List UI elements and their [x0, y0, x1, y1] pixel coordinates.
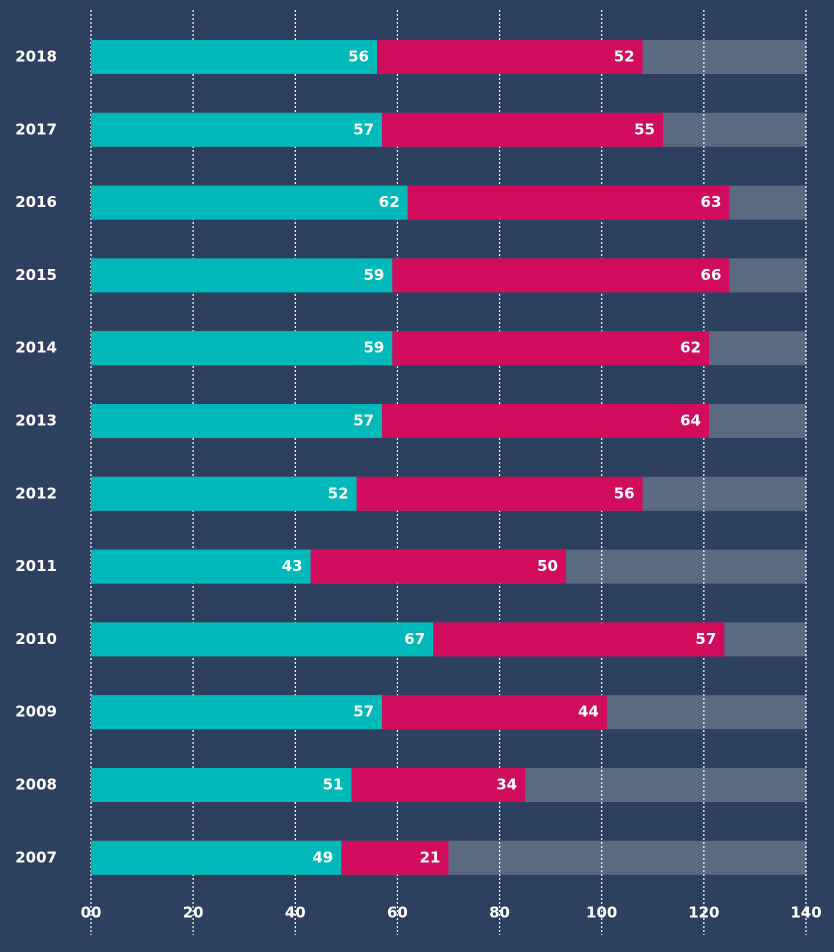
- data-label: 34: [496, 776, 517, 794]
- data-label: 43: [282, 557, 303, 575]
- bar-segment: [91, 840, 342, 875]
- x-tick-label: 140: [790, 904, 821, 922]
- bar-segment: [91, 768, 352, 802]
- data-label: 62: [680, 339, 701, 357]
- data-label: 67: [404, 630, 425, 648]
- bar-segment: [433, 622, 725, 657]
- x-tick-label: 20: [183, 904, 204, 922]
- y-tick-label: 2018: [15, 48, 57, 66]
- bar-segment: [310, 549, 566, 584]
- data-label: 55: [634, 120, 655, 138]
- x-tick-label: 120: [688, 904, 719, 922]
- x-tick-label: 60: [387, 904, 408, 922]
- bar-segment: [356, 476, 643, 511]
- data-label: 63: [701, 193, 722, 211]
- bar-segment: [91, 549, 311, 584]
- y-tick-label: 2014: [15, 339, 57, 357]
- bar-segment: [91, 185, 408, 220]
- y-tick-label: 2009: [15, 703, 57, 721]
- data-label: 56: [614, 484, 635, 502]
- bar-segment: [91, 695, 383, 730]
- y-tick-label: 2007: [15, 848, 57, 866]
- data-label: 62: [379, 193, 400, 211]
- y-tick-label: 2016: [15, 193, 57, 211]
- y-tick-label: 2011: [15, 557, 57, 575]
- y-tick-label: 2013: [15, 412, 57, 430]
- y-tick-label: 2015: [15, 266, 57, 284]
- bar-segment: [392, 258, 730, 293]
- data-label: 52: [614, 48, 635, 66]
- bar-segment: [91, 258, 393, 293]
- data-label: 66: [701, 266, 722, 284]
- data-label: 57: [353, 703, 374, 721]
- bar-segment: [91, 40, 377, 74]
- x-tick-label: 80: [489, 904, 510, 922]
- data-label: 56: [348, 48, 369, 66]
- data-label: 52: [328, 484, 349, 502]
- bar-segment: [351, 768, 526, 802]
- data-label: 49: [312, 848, 333, 866]
- bar-segment: [407, 185, 730, 220]
- bar-segment: [377, 40, 643, 74]
- x-tick-label: 40: [285, 904, 306, 922]
- bar-segment: [91, 404, 383, 438]
- bar-segment: [91, 476, 357, 511]
- bar-segment: [91, 622, 434, 657]
- bar-segment: [382, 404, 709, 438]
- data-label: 50: [537, 557, 558, 575]
- data-label: 59: [363, 339, 384, 357]
- data-label: 57: [695, 630, 716, 648]
- data-label: 57: [353, 120, 374, 138]
- bar-segment: [341, 840, 449, 875]
- data-label: 64: [680, 412, 701, 430]
- y-tick-label: 2012: [15, 484, 57, 502]
- y-tick-label: 2010: [15, 630, 57, 648]
- data-label: 51: [323, 776, 344, 794]
- bar-segment: [91, 331, 393, 366]
- x-tick-label: 00: [81, 904, 102, 922]
- y-tick-label: 2008: [15, 776, 57, 794]
- data-label: 21: [420, 848, 441, 866]
- data-label: 44: [578, 703, 599, 721]
- y-tick-label: 2017: [15, 120, 57, 138]
- data-label: 57: [353, 412, 374, 430]
- data-label: 59: [363, 266, 384, 284]
- x-tick-label: 100: [586, 904, 617, 922]
- bar-segment: [382, 695, 607, 730]
- bar-segment: [382, 112, 663, 147]
- bar-segment: [91, 112, 383, 147]
- bar-segment: [392, 331, 709, 366]
